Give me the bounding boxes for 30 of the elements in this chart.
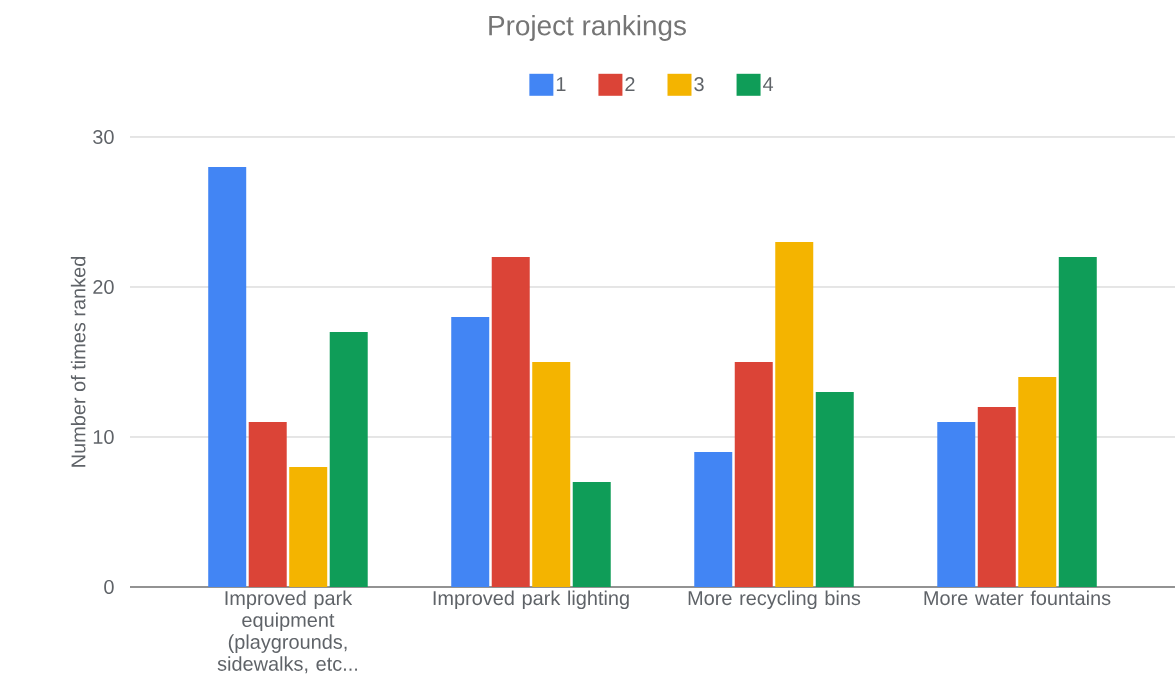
legend-label: 1	[556, 77, 566, 91]
y-tick-label: 0	[104, 579, 114, 595]
legend-label: 3	[694, 77, 704, 92]
y-tick-label: 20	[93, 279, 114, 295]
x-tick-label: Improved park equipment (playgrounds, sidewalks, etc...	[217, 590, 358, 674]
y-tick-label: 30	[93, 129, 114, 145]
bar	[451, 316, 490, 587]
bar	[329, 331, 368, 587]
legend-label: 4	[763, 77, 774, 91]
bar	[775, 241, 814, 587]
bar	[208, 166, 247, 587]
bar	[1018, 376, 1057, 587]
chart-title: Project rankings	[489, 15, 686, 41]
bar	[1058, 256, 1097, 587]
y-tick-label: 10	[93, 429, 114, 445]
bar	[734, 361, 773, 587]
y-axis-title: Number of times ranked	[70, 257, 86, 467]
bar	[248, 421, 287, 587]
bar	[937, 421, 976, 587]
bar	[977, 406, 1016, 587]
bar	[532, 361, 571, 587]
bar	[694, 451, 733, 587]
bar	[815, 391, 854, 587]
bar	[491, 256, 530, 587]
x-tick-label: More recycling bins	[688, 590, 861, 610]
x-tick-label: Improved park lighting	[433, 590, 629, 610]
legend-label: 2	[625, 77, 635, 91]
bar	[572, 481, 611, 587]
x-tick-label: More water fountains	[924, 590, 1111, 606]
bar	[289, 466, 328, 587]
